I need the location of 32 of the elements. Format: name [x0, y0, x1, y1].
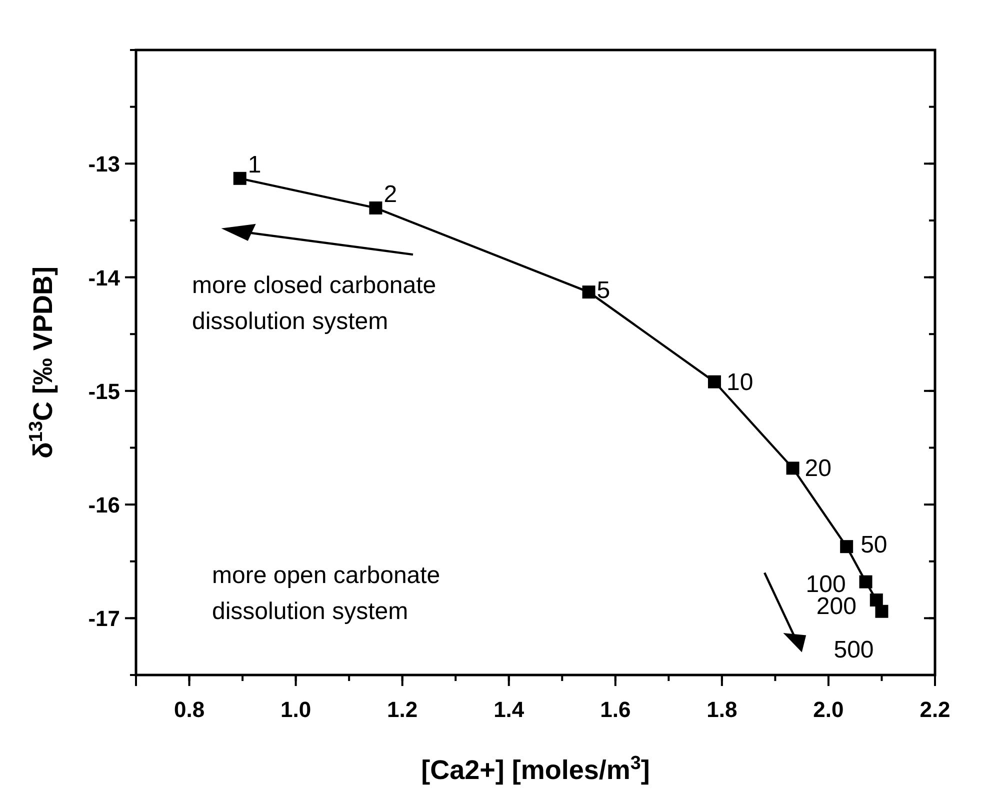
point: [859, 575, 872, 588]
x-tick-label: 0.8: [174, 697, 205, 722]
y-tick-label: -16: [88, 492, 120, 518]
y-tick-label: -15: [88, 378, 120, 404]
y-tick-label: -14: [88, 265, 121, 290]
annotation: 50: [860, 532, 888, 559]
annotation: 10: [726, 368, 754, 396]
annotation: more closed carbonate dissolution system: [192, 272, 436, 335]
x-tick-label: 1.8: [706, 697, 738, 722]
point: [369, 201, 382, 214]
point: [875, 604, 888, 618]
x-tick-label: 1.4: [494, 697, 525, 722]
x-tick-label: 2.2: [920, 697, 950, 722]
annotation: 5: [596, 277, 610, 304]
x-axis-title: [Ca2+] [moles/m$^{3}$]: [421, 752, 650, 785]
annotation: 1: [248, 151, 262, 178]
y-tick-label: -13: [88, 152, 120, 177]
point: [870, 594, 883, 606]
x-tick-label: 1.2: [387, 697, 418, 722]
annotation: 2: [384, 180, 398, 208]
annotation: 500: [834, 636, 874, 664]
y-tick-label: -17: [88, 606, 120, 632]
x-tick-label: 1.6: [600, 697, 631, 722]
point: [233, 172, 246, 185]
annotation: more open carbonate dissolution system: [212, 562, 440, 625]
point: [582, 286, 596, 299]
annotation: 20: [804, 455, 832, 482]
point: [840, 540, 854, 554]
x-tick-label: 2.0: [813, 697, 844, 722]
point: [708, 375, 721, 388]
x-tick-label: 1.0: [280, 697, 312, 722]
point: [786, 462, 800, 475]
